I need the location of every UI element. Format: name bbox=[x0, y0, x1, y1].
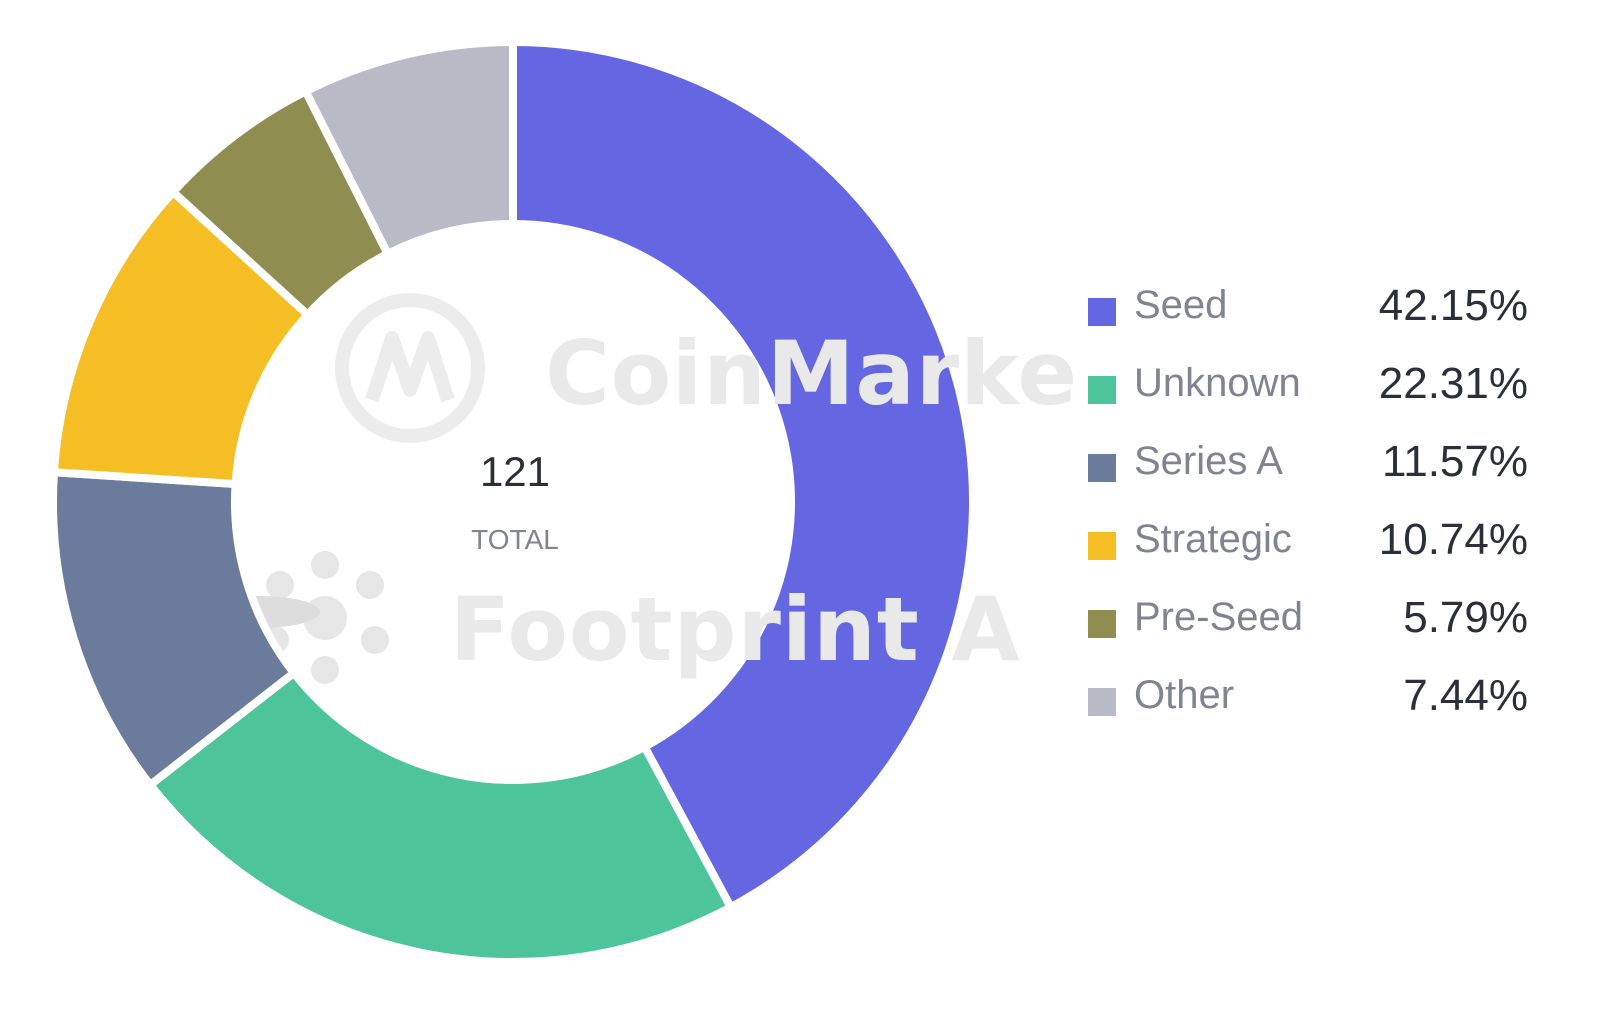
center-total-caption: TOTAL bbox=[471, 524, 559, 555]
legend-swatch bbox=[1088, 454, 1116, 482]
legend-value: 5.79% bbox=[1403, 593, 1528, 642]
chart-legend: Seed 42.15% Unknown 22.31% Series A 11.57% Str… bbox=[1088, 275, 1528, 743]
legend-label: Seed bbox=[1134, 283, 1228, 327]
legend-item-pre-seed[interactable]: Pre-Seed 5.79% bbox=[1088, 587, 1528, 665]
legend-item-seed[interactable]: Seed 42.15% bbox=[1088, 275, 1528, 353]
legend-swatch bbox=[1088, 610, 1116, 638]
legend-item-strategic[interactable]: Strategic 10.74% bbox=[1088, 509, 1528, 587]
legend-value: 22.31% bbox=[1378, 359, 1528, 408]
legend-swatch bbox=[1088, 376, 1116, 404]
legend-label: Series A bbox=[1134, 439, 1283, 483]
legend-item-series-a[interactable]: Series A 11.57% bbox=[1088, 431, 1528, 509]
legend-label: Other bbox=[1134, 673, 1235, 717]
legend-swatch bbox=[1088, 298, 1116, 326]
watermark-footprint-text: Footprint A bbox=[450, 578, 1021, 681]
slice-unknown[interactable] bbox=[146, 668, 735, 966]
legend-label: Strategic bbox=[1134, 517, 1292, 561]
legend-label: Pre-Seed bbox=[1134, 595, 1303, 639]
legend-value: 11.57% bbox=[1382, 437, 1528, 486]
legend-label: Unknown bbox=[1134, 361, 1301, 405]
legend-value: 10.74% bbox=[1378, 515, 1528, 564]
legend-item-other[interactable]: Other 7.44% bbox=[1088, 665, 1528, 743]
coinmarketcap-logo-watermark bbox=[335, 293, 485, 443]
legend-value: 7.44% bbox=[1403, 671, 1528, 720]
legend-swatch bbox=[1088, 688, 1116, 716]
slice-seed[interactable] bbox=[509, 38, 977, 912]
legend-item-unknown[interactable]: Unknown 22.31% bbox=[1088, 353, 1528, 431]
slice-other[interactable] bbox=[301, 38, 517, 258]
watermark-coinmarketcap-text: CoinMarke bbox=[545, 322, 1079, 425]
legend-value: 42.15% bbox=[1378, 281, 1528, 330]
legend-swatch bbox=[1088, 532, 1116, 560]
center-total-value: 121 bbox=[479, 448, 551, 495]
